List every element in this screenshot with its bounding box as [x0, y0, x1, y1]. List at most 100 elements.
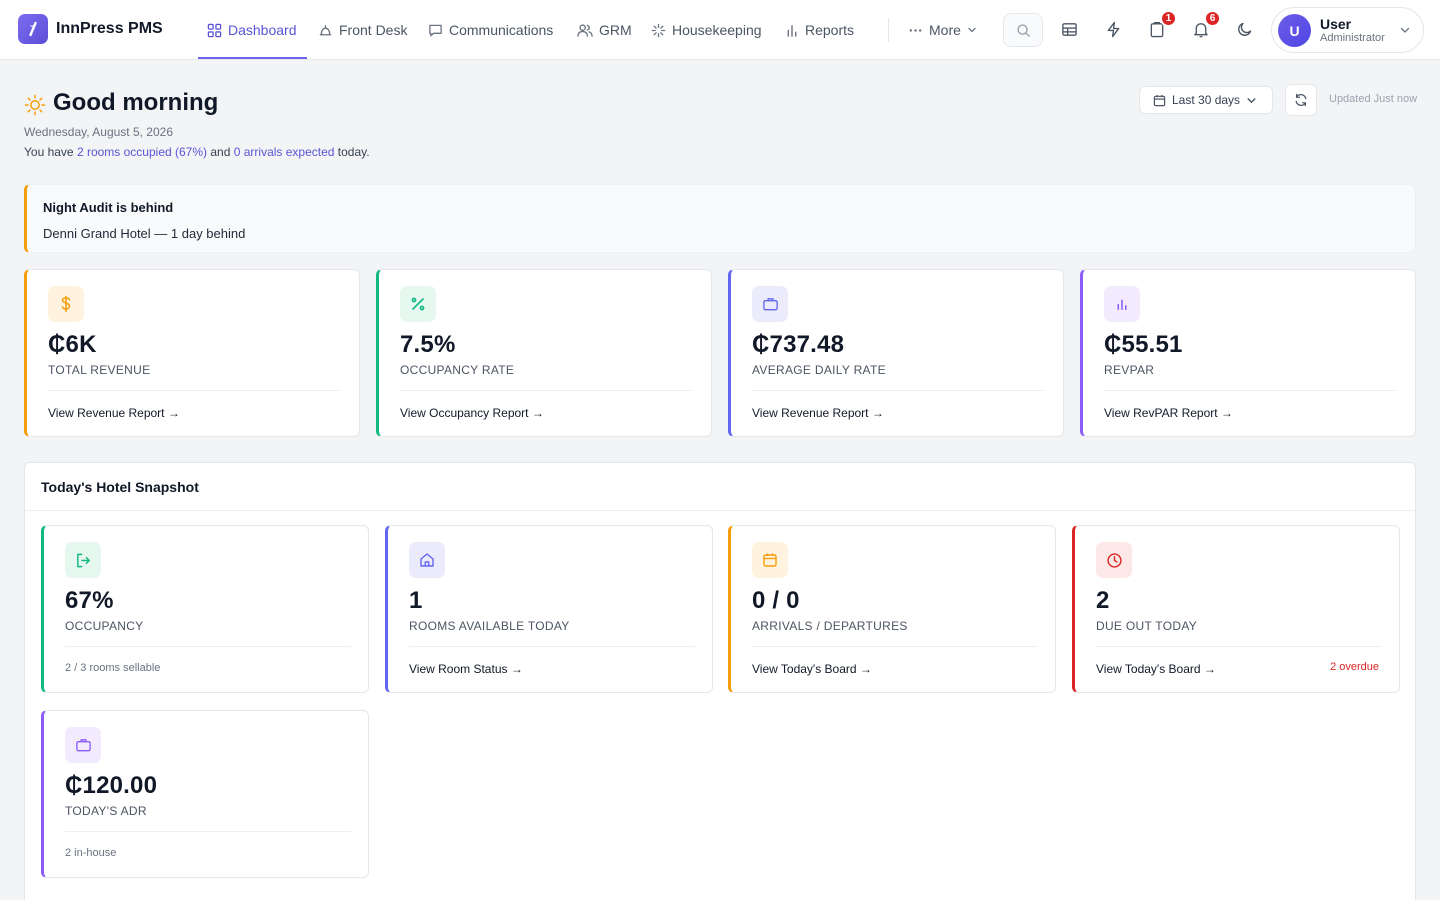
nav-housekeeping-label: Housekeeping	[672, 22, 762, 38]
night-audit-alert: Night Audit is behind Denni Grand Hotel …	[24, 184, 1416, 253]
card-divider	[48, 390, 340, 391]
kpi-label: Occupancy Rate	[400, 363, 515, 377]
sun-icon	[24, 94, 46, 116]
snapshot-card-todays-adr: ₵120.00 Today's ADR 2 in-house	[41, 710, 369, 878]
snapshot-icon-wrap	[65, 542, 101, 578]
search-button[interactable]	[1003, 13, 1043, 47]
app-name[interactable]: InnPress PMS	[56, 20, 163, 37]
tasks-badge: 1	[1160, 10, 1177, 27]
snapshot-icon-wrap	[65, 727, 101, 763]
table-icon	[1061, 22, 1077, 36]
kpi-icon-wrap	[752, 286, 788, 322]
kpi-label: Total Revenue	[48, 363, 151, 377]
snapshot-label: Occupancy	[65, 619, 144, 633]
clock-icon	[1106, 552, 1122, 568]
bell-desk-icon	[319, 24, 332, 35]
snapshot-card-arrivals-departures: 0 / 0 Arrivals / Departures View Today's…	[728, 525, 1056, 693]
nav-housekeeping[interactable]: Housekeeping	[651, 0, 762, 60]
bar-chart-icon	[787, 24, 797, 37]
view-revpar-report-link[interactable]: View RevPAR Report →	[1104, 406, 1233, 420]
rooms-occupied-link[interactable]: 2 rooms occupied (67%)	[76, 145, 208, 159]
nav-reports[interactable]: Reports	[785, 0, 854, 60]
overdue-badge: 2 overdue	[1330, 661, 1379, 673]
kpi-value: 7.5%	[400, 331, 456, 358]
sign-in-icon	[76, 553, 90, 567]
summary-and: and	[210, 145, 231, 159]
nav-more[interactable]: More	[908, 0, 977, 60]
card-divider	[65, 831, 351, 832]
card-divider	[1096, 646, 1382, 647]
updated-timestamp: Updated Just now	[1329, 93, 1418, 105]
quick-actions-button[interactable]	[1101, 17, 1125, 41]
nav-grm[interactable]: GRM	[577, 0, 632, 60]
user-menu[interactable]: U User Administrator	[1271, 7, 1424, 53]
rooms-sellable-note: 2 / 3 rooms sellable	[65, 662, 161, 674]
kpi-icon-wrap	[1104, 286, 1140, 322]
app-logo[interactable]	[18, 14, 48, 44]
sparkle-icon	[651, 23, 666, 37]
view-occupancy-report-link[interactable]: View Occupancy Report →	[400, 406, 544, 420]
briefcase-icon	[762, 298, 778, 311]
card-divider	[1104, 390, 1396, 391]
users-icon	[577, 23, 593, 37]
kpi-label: Average Daily Rate	[752, 363, 886, 377]
snapshot-label: Due Out Today	[1096, 619, 1198, 633]
lightning-icon	[1107, 21, 1119, 37]
snapshot-value: 1	[409, 587, 423, 614]
view-todays-board-link[interactable]: View Today's Board →	[752, 662, 872, 676]
panel-divider	[25, 510, 1415, 511]
nav-communications[interactable]: Communications	[428, 0, 553, 60]
chevron-down-icon	[968, 27, 976, 33]
view-todays-board-link[interactable]: View Today's Board →	[1096, 662, 1216, 676]
kpi-card-average-daily-rate: ₵737.48 Average Daily Rate View Revenue …	[728, 269, 1064, 437]
date-range-select[interactable]: Last 30 days	[1139, 86, 1273, 114]
user-role: Administrator	[1320, 32, 1385, 44]
refresh-icon	[1295, 93, 1307, 107]
calendar-icon	[763, 553, 777, 567]
logo-mark-icon	[29, 21, 37, 37]
kpi-label: RevPAR	[1104, 363, 1155, 377]
nav-dashboard-label: Dashboard	[228, 22, 297, 38]
more-dots-icon	[909, 28, 922, 32]
message-icon	[429, 24, 442, 36]
view-room-status-link[interactable]: View Room Status →	[409, 662, 523, 676]
view-revenue-report-link[interactable]: View Revenue Report →	[48, 406, 180, 420]
kpi-icon-wrap	[400, 286, 436, 322]
page-title: Good morning	[53, 89, 219, 116]
kpi-card-total-revenue: ₵6K Total Revenue View Revenue Report →	[24, 269, 360, 437]
nav-front-desk-label: Front Desk	[339, 22, 408, 38]
snapshot-value: 67%	[65, 587, 114, 614]
bell-icon	[1194, 22, 1208, 37]
arrivals-expected-link[interactable]: 0 arrivals expected	[233, 145, 335, 159]
summary-prefix: You have	[24, 145, 74, 159]
kpi-value: ₵737.48	[752, 331, 845, 358]
card-divider	[752, 646, 1038, 647]
moon-icon	[1238, 22, 1252, 36]
user-name: User	[1320, 16, 1352, 32]
calendar-icon	[1153, 94, 1166, 106]
snapshot-icon-wrap	[752, 542, 788, 578]
floor-plan-button[interactable]	[1057, 17, 1081, 41]
tasks-button[interactable]: 1	[1145, 10, 1177, 41]
refresh-button[interactable]	[1285, 84, 1317, 116]
alert-text: Denni Grand Hotel — 1 day behind	[43, 226, 246, 241]
card-divider	[752, 390, 1044, 391]
dollar-icon	[61, 295, 71, 313]
kpi-value: ₵6K	[48, 331, 97, 358]
nav-more-label: More	[929, 22, 961, 38]
date-range-value: Last 30 days	[1172, 93, 1241, 107]
kpi-card-revpar: ₵55.51 RevPAR View RevPAR Report →	[1080, 269, 1416, 437]
top-navigation-bar: InnPress PMS Dashboard Front Desk Commun…	[0, 0, 1440, 60]
briefcase-icon	[75, 739, 91, 752]
nav-front-desk[interactable]: Front Desk	[318, 0, 407, 60]
nav-dashboard[interactable]: Dashboard	[207, 0, 297, 60]
snapshot-card-occupancy: 67% Occupancy 2 / 3 rooms sellable	[41, 525, 369, 693]
notifications-badge: 6	[1204, 10, 1221, 27]
nav-communications-label: Communications	[449, 22, 554, 38]
avatar: U	[1278, 14, 1311, 47]
snapshot-icon-wrap	[409, 542, 445, 578]
snapshot-card-rooms-available: 1 Rooms Available Today View Room Status…	[385, 525, 713, 693]
theme-toggle-button[interactable]	[1233, 17, 1257, 41]
notifications-button[interactable]: 6	[1189, 10, 1221, 41]
view-revenue-report-link[interactable]: View Revenue Report →	[752, 406, 884, 420]
